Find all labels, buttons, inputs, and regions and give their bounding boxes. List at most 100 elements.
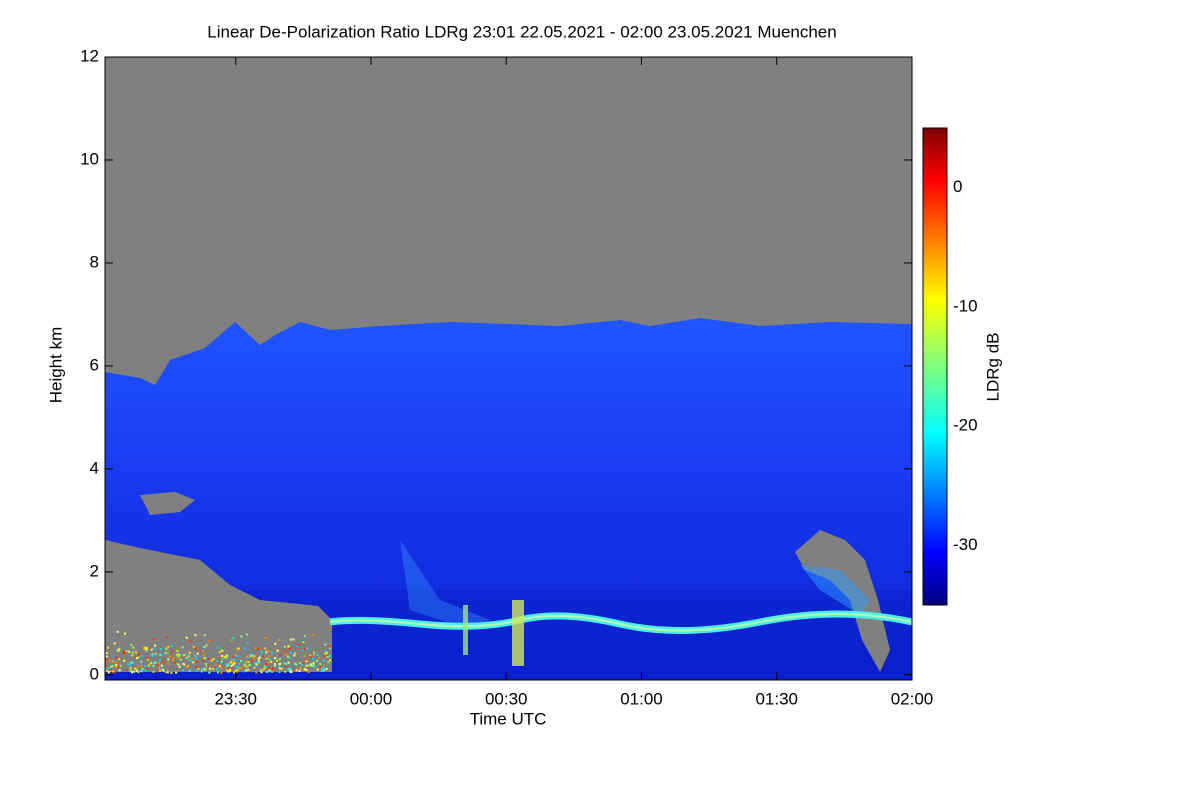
noise-pixel: [218, 651, 221, 654]
noise-pixel: [308, 653, 311, 656]
noise-pixel: [293, 668, 295, 671]
colorbar-tick-label: 0: [953, 177, 962, 196]
noise-pixel: [245, 660, 248, 663]
noise-pixel: [290, 670, 293, 673]
noise-pixel: [152, 670, 155, 673]
noise-pixel: [238, 667, 241, 670]
noise-pixel: [140, 665, 143, 667]
noise-pixel: [164, 652, 167, 655]
noise-pixel: [303, 654, 306, 657]
noise-pixel: [194, 654, 197, 657]
x-tick-label: 01:00: [620, 689, 663, 708]
noise-pixel: [130, 643, 133, 646]
noise-pixel: [233, 662, 236, 664]
noise-pixel: [311, 664, 314, 667]
noise-pixel: [313, 665, 316, 668]
noise-pixel: [173, 661, 176, 664]
noise-pixel: [227, 663, 230, 666]
noise-pixel: [150, 662, 152, 665]
noise-pixel: [225, 656, 228, 659]
noise-pixel: [150, 648, 153, 651]
noise-pixel: [283, 649, 286, 652]
noise-pixel: [129, 667, 132, 670]
noise-pixel: [183, 663, 186, 666]
noise-pixel: [108, 671, 111, 673]
noise-pixel: [246, 656, 249, 659]
noise-pixel: [219, 667, 222, 670]
noise-pixel: [202, 654, 205, 657]
noise-pixel: [144, 669, 147, 671]
noise-pixel: [210, 659, 213, 662]
noise-pixel: [168, 652, 171, 655]
noise-pixel: [254, 647, 257, 649]
noise-pixel: [181, 646, 184, 649]
noise-pixel: [145, 647, 148, 650]
noise-pixel: [321, 670, 324, 672]
y-tick-label: 10: [80, 149, 99, 168]
noise-pixel: [271, 651, 273, 654]
noise-pixel: [230, 660, 233, 663]
noise-pixel: [115, 664, 118, 667]
noise-pixel: [211, 668, 214, 671]
noise-pixel: [115, 661, 118, 664]
noise-pixel: [307, 671, 310, 673]
noise-pixel: [131, 651, 134, 654]
noise-pixel: [240, 635, 243, 638]
colorbar: [922, 127, 948, 606]
noise-pixel: [298, 669, 301, 672]
noise-pixel: [160, 664, 163, 667]
noise-pixel: [324, 652, 327, 655]
noise-pixel: [151, 661, 154, 664]
noise-pixel: [113, 642, 116, 645]
noise-pixel: [167, 645, 170, 648]
noise-pixel: [167, 652, 170, 655]
noise-pixel: [105, 652, 108, 655]
noise-pixel: [158, 658, 161, 661]
noise-pixel: [271, 670, 274, 673]
noise-pixel: [264, 663, 267, 666]
noise-pixel: [177, 653, 180, 656]
x-tick-label: 00:30: [485, 689, 528, 708]
noise-pixel: [135, 651, 138, 654]
noise-pixel: [299, 662, 302, 664]
noise-pixel: [313, 654, 316, 656]
noise-pixel: [257, 660, 260, 663]
noise-pixel: [247, 668, 250, 671]
noise-pixel: [118, 669, 121, 672]
noise-pixel: [322, 666, 325, 669]
noise-pixel: [167, 658, 170, 661]
noise-pixel: [221, 654, 224, 657]
noise-pixel: [131, 654, 134, 657]
noise-pixel: [189, 669, 192, 672]
noise-pixel: [154, 661, 157, 664]
noise-pixel: [146, 658, 149, 661]
noise-pixel: [254, 665, 257, 667]
noise-pixel: [166, 651, 169, 654]
no-signal-area: [795, 530, 890, 672]
noise-pixel: [157, 669, 160, 672]
noise-pixel: [226, 665, 229, 668]
noise-pixel: [289, 638, 292, 641]
noise-pixel: [154, 652, 157, 655]
noise-pixel: [136, 670, 138, 672]
noise-pixel: [312, 662, 315, 665]
noise-pixel: [285, 662, 288, 665]
noise-pixel: [216, 671, 219, 674]
noise-pixel: [115, 656, 118, 659]
noise-pixel: [260, 671, 263, 674]
noise-pixel: [130, 661, 133, 664]
noise-pixel: [250, 659, 253, 662]
noise-pixel: [216, 659, 219, 662]
noise-pixel: [200, 668, 203, 671]
noise-pixel: [286, 655, 289, 658]
cloud-patch: [800, 565, 870, 615]
noise-pixel: [157, 662, 160, 665]
noise-pixel: [257, 662, 260, 665]
noise-pixel: [111, 660, 114, 663]
noise-pixel: [324, 650, 327, 653]
noise-pixel: [244, 661, 247, 664]
y-axis-label: Height km: [46, 327, 65, 404]
noise-pixel: [288, 647, 291, 650]
noise-pixel: [261, 655, 264, 657]
